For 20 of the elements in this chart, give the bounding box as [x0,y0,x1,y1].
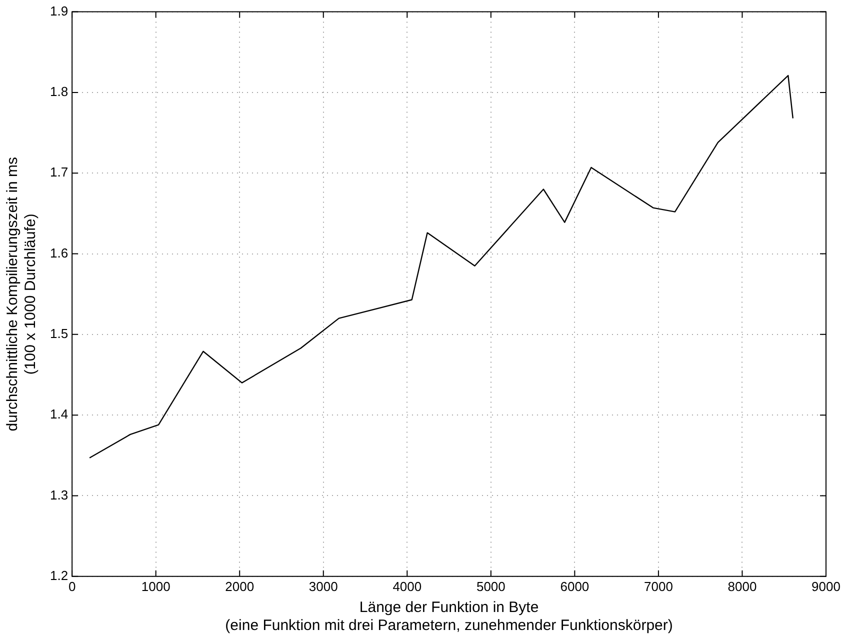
x-tick-label: 6000 [560,578,590,594]
x-tick-label: 7000 [644,578,673,594]
y-tick-label: 1.9 [50,3,68,18]
x-tick-label: 3000 [308,578,338,594]
y-axis-title: durchschnittliche Kompilierungszeit in ms (100 x 1000 Durchläufe) [4,156,40,432]
y-tick-label: 1.2 [50,568,68,583]
x-tick-label: 9000 [812,578,840,594]
x-tick-label: 8000 [728,578,757,594]
x-tick-label: 5000 [476,578,506,594]
x-tick-label: 2000 [225,578,254,594]
y-tick-label: 1.4 [50,406,68,422]
x-tick-label: 1000 [141,578,170,594]
y-tick-label: 1.5 [50,326,68,342]
y-tick-label: 1.7 [50,164,68,180]
x-axis-title: Länge der Funktion in Byte (eine Funktion mit drei Parametern, zunehmender Funktionskörper) [225,599,673,634]
x-tick-label: 4000 [392,578,422,594]
y-tick-label: 1.3 [50,487,68,502]
y-tick-label: 1.6 [50,245,68,260]
y-tick-label: 1.8 [50,84,68,100]
x-tick-label: 0 [68,578,76,594]
